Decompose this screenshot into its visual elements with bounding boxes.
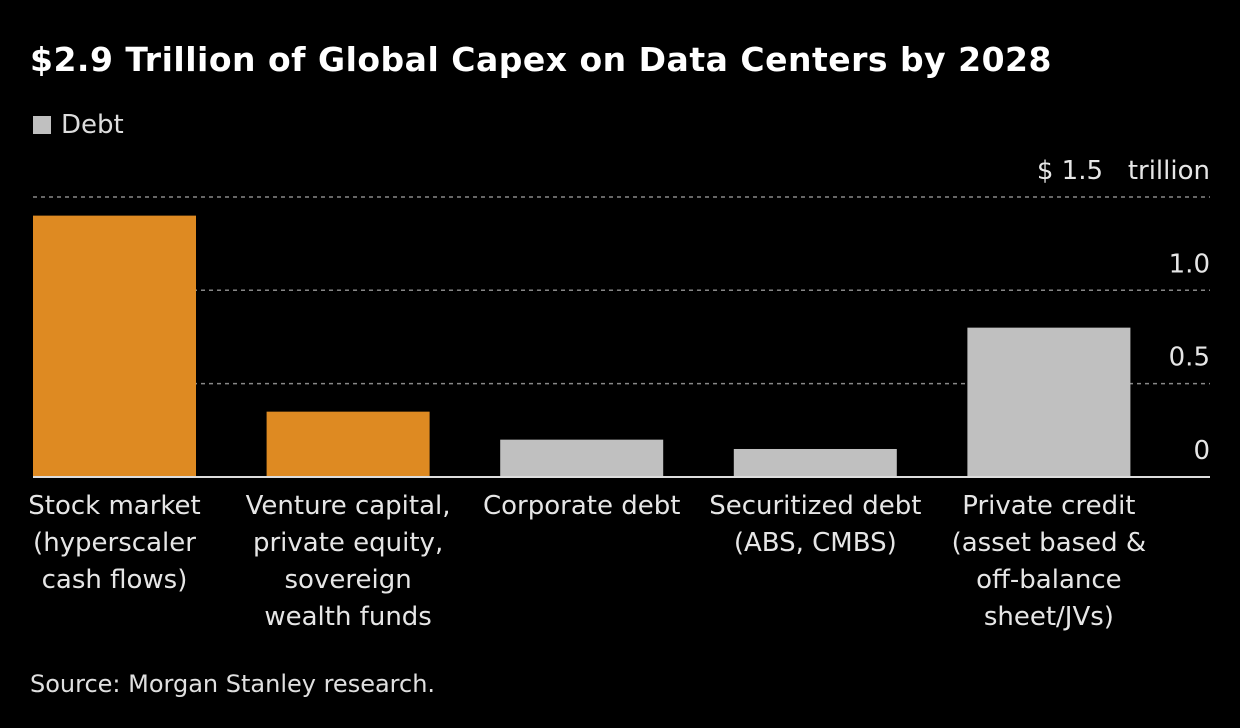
x-category-label: Corporate debt <box>482 491 681 521</box>
bar <box>33 215 196 477</box>
bar <box>967 327 1131 477</box>
legend: Debt <box>33 110 124 140</box>
y-tick-label: $ 1.5 <box>1037 156 1103 186</box>
chart-title: $2.9 Trillion of Global Capex on Data Ce… <box>30 40 1052 79</box>
x-category-label: Securitized debt (ABS, CMBS) <box>709 491 922 558</box>
x-category-label: Stock market (hyperscaler cash flows) <box>28 491 201 595</box>
x-category-label: Venture capital, private equity, soverei… <box>245 491 451 632</box>
y-unit-label: trillion <box>1128 156 1210 186</box>
bar <box>266 411 430 477</box>
y-tick-label: 0 <box>1193 436 1210 466</box>
y-tick-label: 1.0 <box>1169 249 1210 279</box>
x-category-label: Private credit (asset based & off-balanc… <box>951 491 1147 632</box>
y-tick-label: 0.5 <box>1169 343 1210 373</box>
legend-swatch-debt <box>33 116 51 134</box>
source-note: Source: Morgan Stanley research. <box>30 670 436 698</box>
bar <box>500 439 664 477</box>
legend-label-debt: Debt <box>61 110 124 140</box>
bar <box>733 448 897 477</box>
